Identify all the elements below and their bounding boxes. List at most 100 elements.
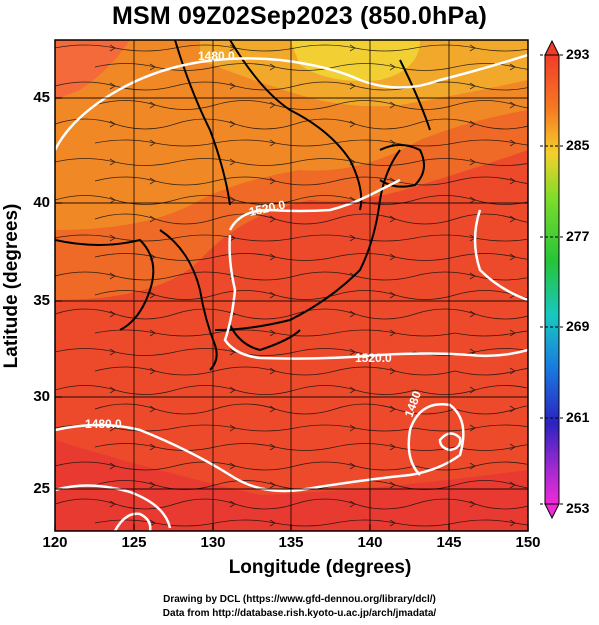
colorbar-tick-label: 285 [566,137,590,153]
streamline-arrow [469,158,476,166]
streamline-arrow [149,291,156,299]
streamline-arrow [349,424,356,432]
streamline-arrow [109,310,116,318]
streamline-arrow [269,519,276,527]
streamline-arrow [469,310,476,318]
streamline-arrow [229,82,236,90]
streamline-arrow [389,63,396,71]
streamline-arrow [349,310,356,318]
streamline-arrow [269,443,276,451]
streamline-arrow [229,462,236,470]
streamline-arrow [149,367,156,375]
streamline-arrow [349,272,356,280]
y-tick-label: 25 [33,480,50,497]
streamline-arrow [469,424,476,432]
contour-label: 1480.0 [198,49,235,63]
streamline-arrow [349,386,356,394]
footer-credit-data: Data from http://database.rish.kyoto-u.a… [162,608,437,619]
streamline-arrow [229,120,236,128]
streamline-arrow [509,63,516,71]
x-tick-label: 140 [357,534,383,551]
streamline-arrow [469,44,476,52]
streamline-arrow [109,500,116,508]
streamline-arrow [149,177,156,185]
streamline-arrow [469,500,476,508]
lat-lon-grid [55,40,528,531]
streamline-arrow [349,234,356,242]
x-tick-label: 130 [200,534,226,551]
streamline-arrow [109,462,116,470]
contour-label: 1520.0 [355,351,392,365]
colorbar-tick-label: 293 [566,46,590,62]
streamline-arrow [229,424,236,432]
streamline-arrow [229,158,236,166]
contour-label: 1480.0 [85,417,122,431]
y-tick-label: 40 [33,194,50,211]
colorbar-tick-label: 261 [566,409,590,425]
y-tick-label: 45 [33,89,50,106]
streamline-arrow [149,443,156,451]
streamline-arrow [269,63,276,71]
streamline-arrow [509,101,516,109]
streamline-arrow [109,82,116,90]
x-tick-label: 125 [121,534,147,551]
streamline-arrow [229,234,236,242]
streamline-arrow [269,481,276,489]
streamline-arrow [269,177,276,185]
streamline-arrow [149,101,156,109]
streamline-arrow [109,120,116,128]
streamline-arrow [509,519,516,527]
streamline-arrow [149,405,156,413]
streamline-arrow [109,348,116,356]
streamline-arrow [349,348,356,356]
streamline-arrow [389,405,396,413]
streamline-arrow [469,272,476,280]
streamline-arrow [269,139,276,147]
streamline-arrow [509,139,516,147]
geopotential-contours [55,53,528,531]
streamline-arrow [229,196,236,204]
colorbar-tick-label: 269 [566,318,590,334]
streamline-arrow [229,386,236,394]
streamline-arrow [349,462,356,470]
streamline-arrow [389,215,396,223]
streamline-arrow [149,329,156,337]
streamline-arrow [469,386,476,394]
streamline-arrow [349,120,356,128]
streamline-arrow [389,367,396,375]
streamline-arrow [109,386,116,394]
x-axis-label: Longitude (degrees) [228,557,412,578]
streamline-arrow [389,139,396,147]
chart-title: MSM 09Z02Sep2023 (850.0hPa) [111,2,488,30]
streamline-arrow [229,44,236,52]
colorbar [540,39,564,520]
x-tick-label: 150 [515,534,541,551]
streamline-arrow [469,196,476,204]
streamline-arrow [269,215,276,223]
streamline-arrow [269,405,276,413]
y-tick-label: 30 [33,388,50,405]
streamline-arrow [149,63,156,71]
streamline-arrow [389,101,396,109]
streamline-arrow [509,329,516,337]
y-tick-label: 35 [33,292,50,309]
streamline-arrow [109,196,116,204]
streamline-arrow [509,253,516,261]
wind-streamlines [55,44,528,527]
streamline-arrow [229,500,236,508]
streamline-arrow [349,500,356,508]
streamline-arrow [469,120,476,128]
streamline-arrow [349,44,356,52]
streamline-arrow [509,481,516,489]
x-tick-label: 145 [436,534,462,551]
streamline-arrow [469,462,476,470]
streamline-arrow [109,158,116,166]
colorbar-tick-label: 277 [566,228,590,244]
footer-credit-drawing: Drawing by DCL (https://www.gfd-dennou.o… [163,594,436,605]
streamline-arrow [509,367,516,375]
axis-ticks [54,97,529,531]
streamline-arrow [389,519,396,527]
streamline-arrow [149,139,156,147]
streamline-arrow [509,215,516,223]
